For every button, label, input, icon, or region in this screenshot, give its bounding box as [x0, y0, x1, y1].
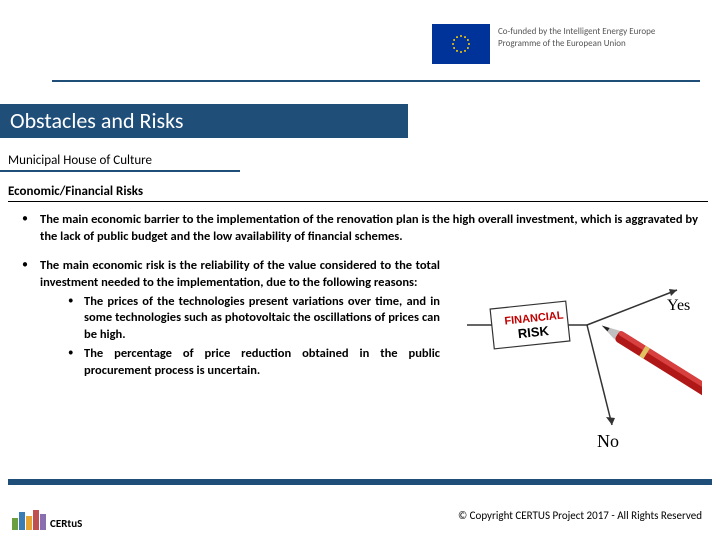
footer-divider	[8, 479, 712, 485]
diagram-label-yes: Yes	[667, 297, 690, 314]
certus-logo: CERtuS	[12, 510, 82, 530]
logo-text: CERtuS	[50, 517, 82, 530]
risk-decision-diagram: FINANCIAL RISK Yes No	[457, 275, 702, 455]
pen-icon	[599, 320, 702, 398]
cofund-line2: Programme of the European Union	[498, 38, 655, 50]
header-divider	[52, 80, 700, 82]
cofund-line1: Co-funded by the Intelligent Energy Euro…	[498, 26, 655, 38]
sub-bullet-list: • The prices of the technologies present…	[68, 294, 440, 380]
section-heading: Economic/Financial Risks	[8, 184, 708, 202]
bullet-marker: •	[22, 258, 40, 382]
eu-flag-icon	[432, 24, 490, 64]
bullet-text: The main economic risk is the reliabilit…	[40, 258, 440, 292]
copyright-text: © Copyright CERTUS Project 2017 - All Ri…	[458, 509, 702, 522]
sub-bullet-item: • The percentage of price reduction obta…	[68, 346, 440, 380]
bullet-marker: •	[68, 294, 84, 345]
logo-bars-icon	[12, 510, 46, 530]
cofund-text: Co-funded by the Intelligent Energy Euro…	[498, 26, 655, 49]
page-subtitle: Municipal House of Culture	[0, 152, 240, 172]
page-title: Obstacles and Risks	[0, 104, 408, 138]
header: Co-funded by the Intelligent Energy Euro…	[0, 0, 720, 80]
sub-bullet-text: The percentage of price reduction obtain…	[84, 346, 440, 380]
sub-bullet-item: • The prices of the technologies present…	[68, 294, 440, 345]
diagram-label-no: No	[597, 431, 619, 451]
bullet-item: • The main economic barrier to the imple…	[22, 212, 698, 246]
sub-bullet-text: The prices of the technologies present v…	[84, 294, 440, 345]
bullet-text: The main economic barrier to the impleme…	[40, 212, 698, 246]
bullet-marker: •	[22, 212, 40, 246]
bullet-marker: •	[68, 346, 84, 380]
